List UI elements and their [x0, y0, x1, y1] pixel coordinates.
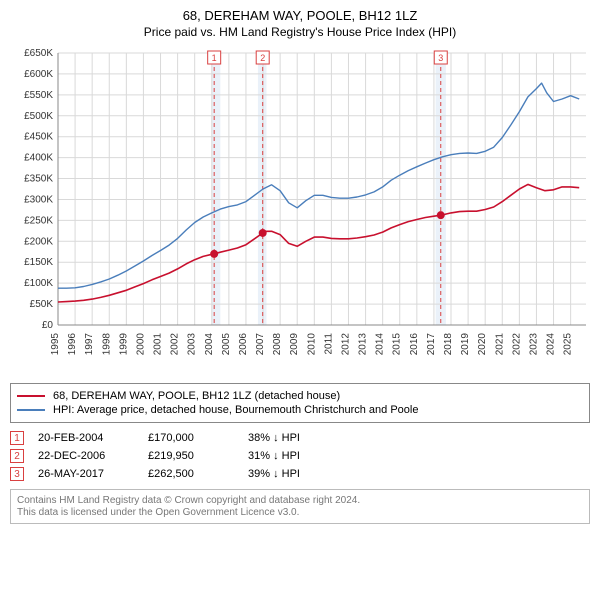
svg-text:2024: 2024	[546, 333, 557, 356]
chart-title: 68, DEREHAM WAY, POOLE, BH12 1LZ	[10, 8, 590, 23]
svg-text:2019: 2019	[460, 333, 471, 356]
svg-text:2023: 2023	[528, 333, 539, 356]
svg-text:£600K: £600K	[24, 69, 53, 80]
svg-text:2000: 2000	[135, 333, 146, 356]
svg-text:2: 2	[260, 53, 265, 63]
event-marker: 3	[10, 467, 24, 481]
svg-text:£250K: £250K	[24, 215, 53, 226]
svg-text:3: 3	[438, 53, 443, 63]
attribution-footer: Contains HM Land Registry data © Crown c…	[10, 489, 590, 524]
svg-text:2021: 2021	[494, 333, 505, 356]
svg-text:2006: 2006	[238, 333, 249, 356]
svg-text:2009: 2009	[289, 333, 300, 356]
event-price: £262,500	[148, 468, 248, 480]
footer-line-2: This data is licensed under the Open Gov…	[17, 507, 583, 518]
svg-text:1995: 1995	[50, 333, 61, 356]
events-table: 1 20-FEB-2004£170,00038% ↓ HPI 2 22-DEC-200…	[10, 431, 590, 481]
svg-text:£500K: £500K	[24, 111, 53, 122]
svg-text:2020: 2020	[477, 333, 488, 356]
svg-text:£650K: £650K	[24, 48, 53, 59]
chart-container: 68, DEREHAM WAY, POOLE, BH12 1LZ Price p…	[0, 0, 600, 534]
svg-text:2004: 2004	[204, 333, 215, 356]
svg-text:2015: 2015	[392, 333, 403, 356]
svg-text:2013: 2013	[358, 333, 369, 356]
svg-text:2017: 2017	[426, 333, 437, 356]
event-date: 22-DEC-2006	[38, 450, 148, 462]
svg-text:2010: 2010	[306, 333, 317, 356]
svg-text:2008: 2008	[272, 333, 283, 356]
svg-text:1999: 1999	[118, 333, 129, 356]
svg-text:£550K: £550K	[24, 90, 53, 101]
svg-text:1998: 1998	[101, 333, 112, 356]
event-row: 3 26-MAY-2017£262,50039% ↓ HPI	[10, 467, 590, 481]
svg-text:£50K: £50K	[30, 299, 54, 310]
event-row: 2 22-DEC-2006£219,95031% ↓ HPI	[10, 449, 590, 463]
event-marker: 1	[10, 431, 24, 445]
event-marker: 2	[10, 449, 24, 463]
svg-text:2022: 2022	[511, 333, 522, 356]
event-delta: 38% ↓ HPI	[248, 432, 300, 444]
svg-text:£450K: £450K	[24, 132, 53, 143]
line-chart: £0 £50K £100K £150K £200K £250K £300K £350K £400…	[10, 45, 590, 375]
event-date: 20-FEB-2004	[38, 432, 148, 444]
legend-item: HPI: Average price, detached house, Bour…	[17, 404, 583, 416]
legend-swatch	[17, 409, 45, 411]
event-row: 1 20-FEB-2004£170,00038% ↓ HPI	[10, 431, 590, 445]
legend-item: 68, DEREHAM WAY, POOLE, BH12 1LZ (detach…	[17, 390, 583, 402]
svg-text:2001: 2001	[153, 333, 164, 356]
svg-text:2018: 2018	[443, 333, 454, 356]
svg-text:2005: 2005	[221, 333, 232, 356]
svg-text:2012: 2012	[340, 333, 351, 356]
svg-text:£0: £0	[42, 320, 54, 331]
svg-text:£100K: £100K	[24, 278, 53, 289]
event-price: £219,950	[148, 450, 248, 462]
legend-label: 68, DEREHAM WAY, POOLE, BH12 1LZ (detach…	[53, 390, 340, 402]
svg-text:£400K: £400K	[24, 153, 53, 164]
svg-text:£150K: £150K	[24, 257, 53, 268]
svg-text:2003: 2003	[187, 333, 198, 356]
event-price: £170,000	[148, 432, 248, 444]
title-block: 68, DEREHAM WAY, POOLE, BH12 1LZ Price p…	[10, 8, 590, 39]
chart-subtitle: Price paid vs. HM Land Registry's House …	[10, 25, 590, 39]
svg-text:2014: 2014	[375, 333, 386, 356]
svg-text:1997: 1997	[84, 333, 95, 356]
svg-text:1996: 1996	[67, 333, 78, 356]
svg-text:2016: 2016	[409, 333, 420, 356]
footer-line-1: Contains HM Land Registry data © Crown c…	[17, 495, 583, 506]
svg-text:£300K: £300K	[24, 194, 53, 205]
event-delta: 31% ↓ HPI	[248, 450, 300, 462]
event-delta: 39% ↓ HPI	[248, 468, 300, 480]
svg-text:2007: 2007	[255, 333, 266, 356]
svg-text:£200K: £200K	[24, 236, 53, 247]
legend-label: HPI: Average price, detached house, Bour…	[53, 404, 418, 416]
event-date: 26-MAY-2017	[38, 468, 148, 480]
legend: 68, DEREHAM WAY, POOLE, BH12 1LZ (detach…	[10, 383, 590, 423]
svg-text:1: 1	[212, 53, 217, 63]
svg-text:£350K: £350K	[24, 174, 53, 185]
chart-area: £0 £50K £100K £150K £200K £250K £300K £350K £400…	[10, 45, 590, 375]
legend-swatch	[17, 395, 45, 397]
svg-text:2011: 2011	[323, 333, 334, 355]
svg-text:2025: 2025	[563, 333, 574, 356]
svg-text:2002: 2002	[170, 333, 181, 356]
